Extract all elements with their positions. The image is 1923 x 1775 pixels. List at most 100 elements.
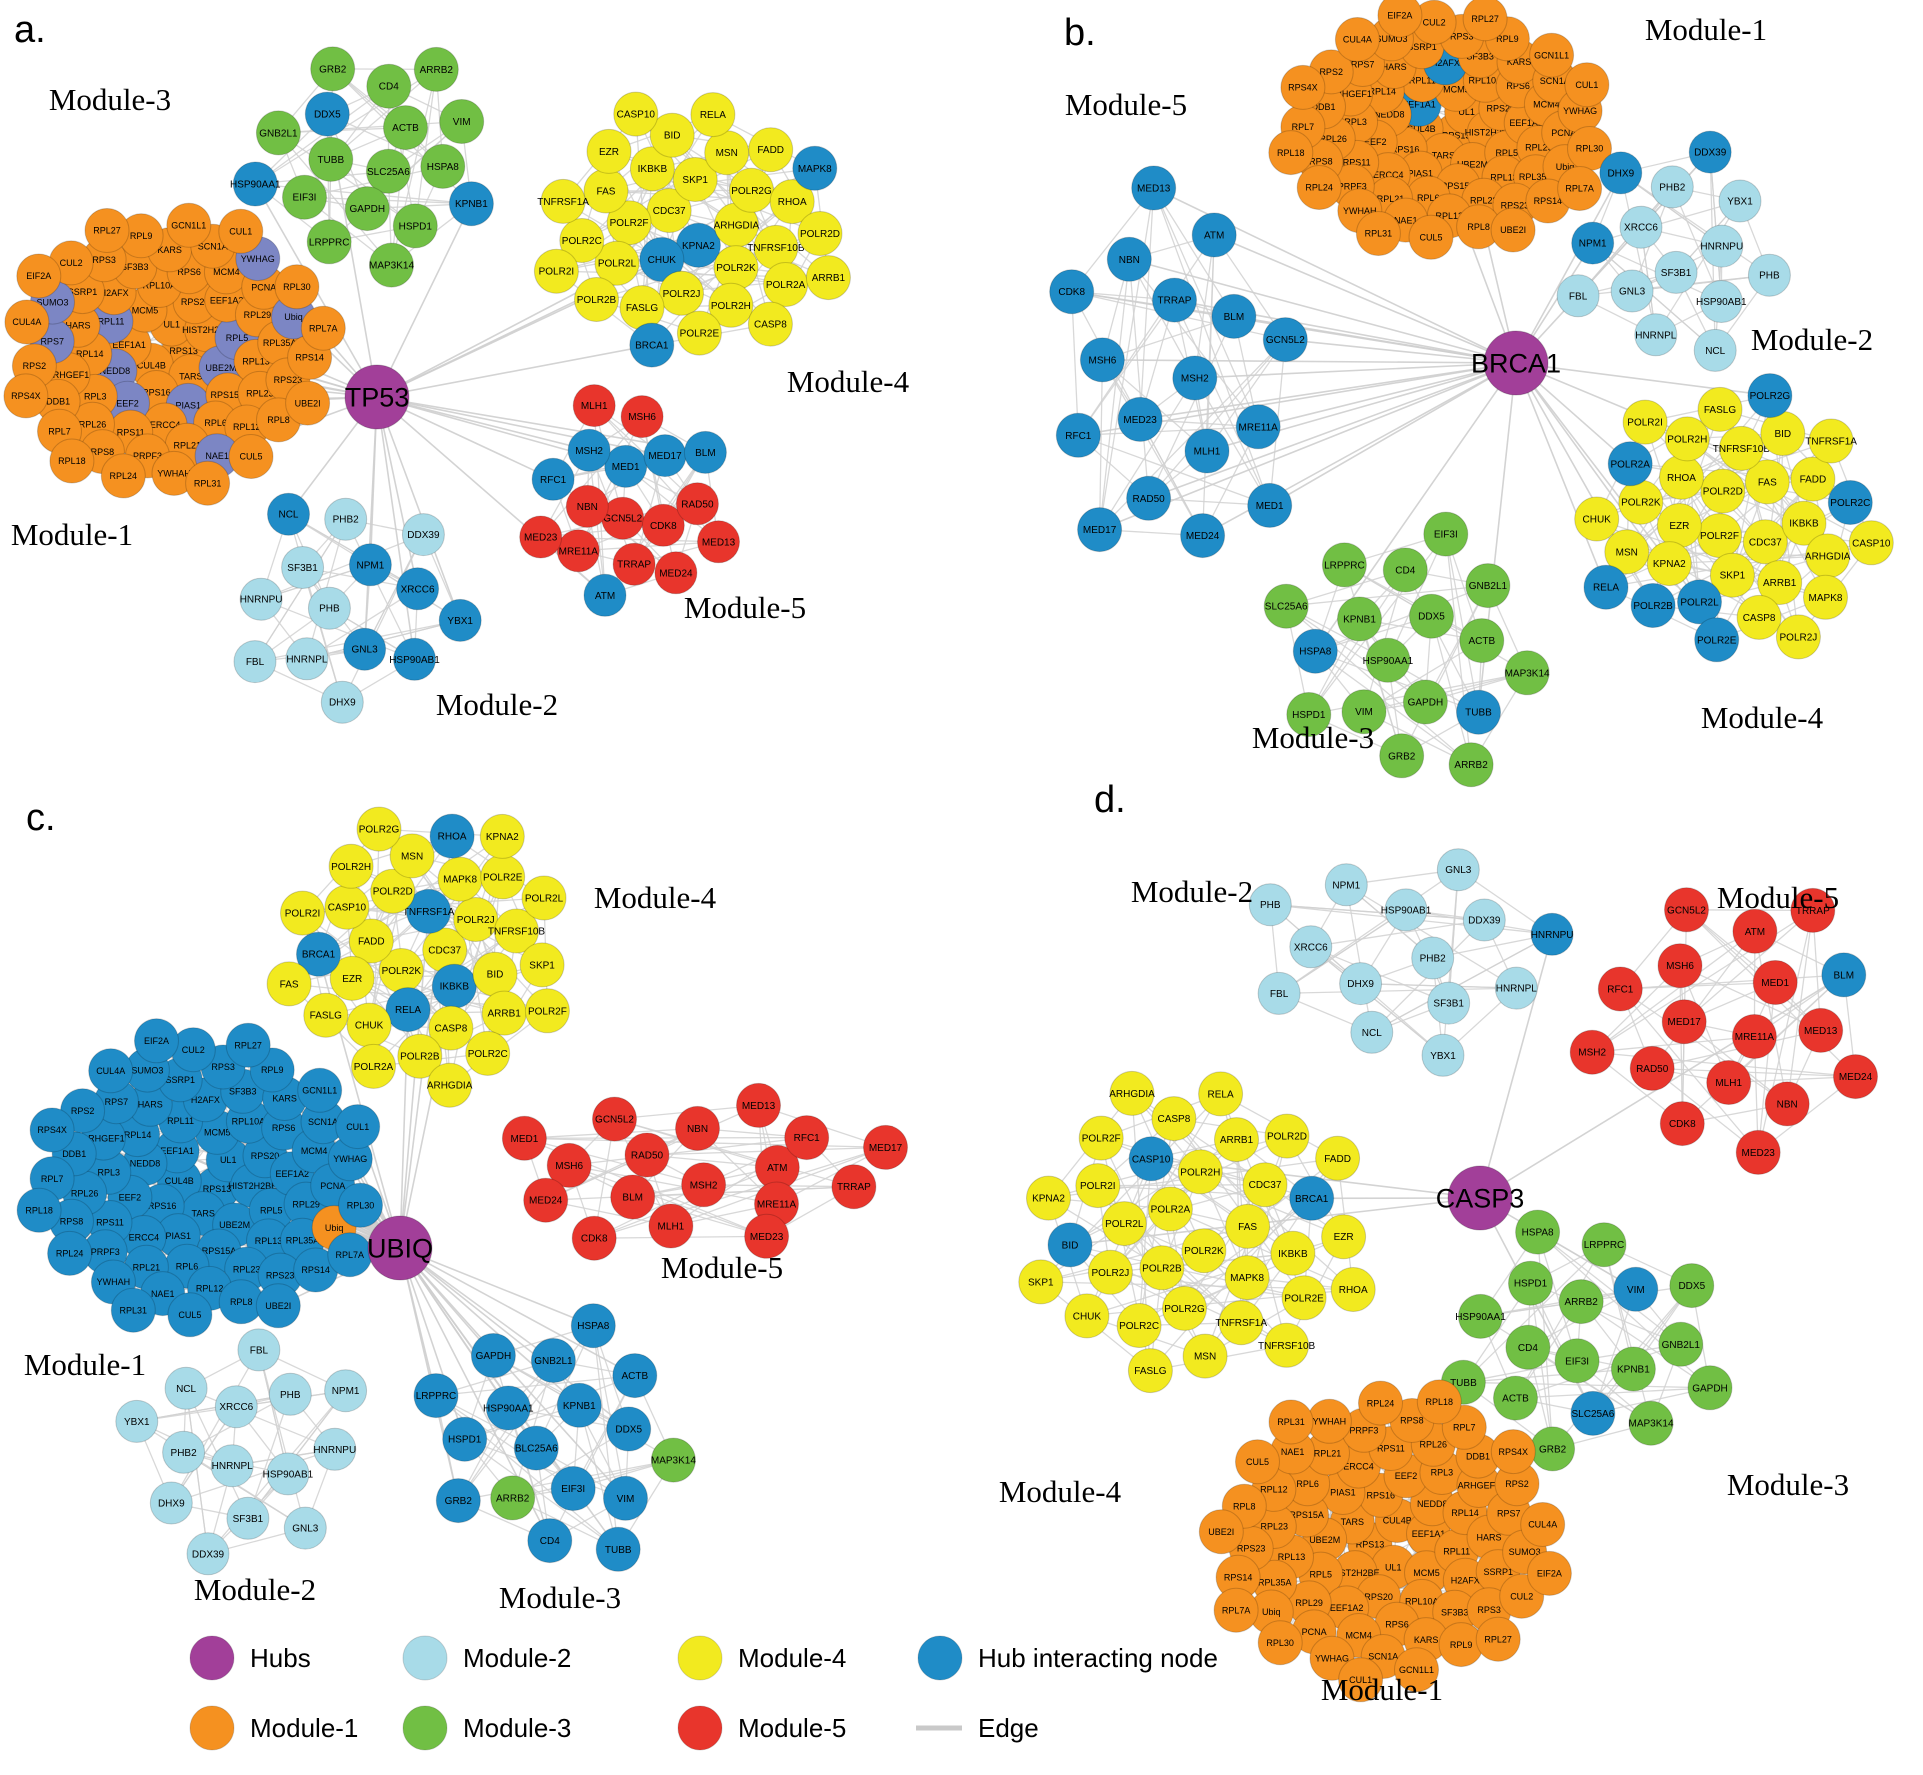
node-MSH6[interactable] bbox=[620, 395, 664, 439]
node-MED1[interactable] bbox=[501, 1115, 547, 1161]
node-RHOA[interactable] bbox=[1659, 454, 1704, 500]
node-PHB2[interactable] bbox=[162, 1430, 206, 1474]
node-IKBKB[interactable] bbox=[431, 963, 477, 1009]
node-FBL[interactable] bbox=[1257, 971, 1301, 1015]
hub-TP53[interactable] bbox=[344, 364, 410, 430]
node-MED1[interactable] bbox=[1247, 482, 1293, 528]
node-MLH1[interactable] bbox=[1184, 428, 1230, 474]
node-ARRB1[interactable] bbox=[805, 255, 851, 301]
hub-CASP3[interactable] bbox=[1447, 1165, 1513, 1231]
node-RPL31[interactable] bbox=[1268, 1399, 1314, 1445]
node-MSH2[interactable] bbox=[567, 428, 611, 472]
node-HSPD1[interactable] bbox=[442, 1416, 488, 1462]
node-ATM[interactable] bbox=[1732, 908, 1778, 954]
node-POLR2F[interactable] bbox=[606, 200, 652, 246]
node-RELA[interactable] bbox=[1198, 1071, 1244, 1117]
node-GRB2[interactable] bbox=[310, 46, 356, 92]
node-POLR2J[interactable] bbox=[659, 270, 704, 316]
node-UBE2I[interactable] bbox=[1198, 1509, 1244, 1555]
node-MAP3K14[interactable] bbox=[369, 242, 414, 288]
node-GNL3[interactable] bbox=[1436, 848, 1480, 892]
node-RAD50[interactable] bbox=[675, 482, 719, 526]
node-CUL5[interactable] bbox=[1235, 1439, 1280, 1485]
node-BLM[interactable] bbox=[610, 1174, 656, 1220]
node-RPL7A[interactable] bbox=[1557, 166, 1603, 211]
node-POLR2D[interactable] bbox=[797, 211, 843, 256]
node-RPL7A[interactable] bbox=[300, 305, 346, 351]
node-FAS[interactable] bbox=[1225, 1203, 1271, 1249]
node-RELA[interactable] bbox=[385, 987, 431, 1033]
node-CHUK[interactable] bbox=[346, 1002, 392, 1048]
node-TRRAP[interactable] bbox=[831, 1164, 877, 1210]
node-MSH6[interactable] bbox=[1079, 337, 1125, 383]
node-GNB2L1[interactable] bbox=[1465, 563, 1511, 609]
node-MSN[interactable] bbox=[389, 833, 435, 879]
node-FAS[interactable] bbox=[583, 168, 629, 214]
node-RPL30[interactable] bbox=[338, 1182, 383, 1228]
node-RFC1[interactable] bbox=[1597, 966, 1643, 1012]
node-HSP90AA1[interactable] bbox=[232, 161, 278, 207]
node-TUBB[interactable] bbox=[595, 1526, 641, 1572]
node-TNFRSF1A[interactable] bbox=[540, 178, 586, 224]
node-GCN5L2[interactable] bbox=[1664, 887, 1709, 933]
node-GAPDH[interactable] bbox=[344, 186, 390, 232]
node-CUL4A[interactable] bbox=[88, 1048, 134, 1094]
node-POLR2C[interactable] bbox=[465, 1030, 511, 1076]
node-FASLG[interactable] bbox=[1127, 1348, 1173, 1394]
node-CUL4A[interactable] bbox=[1334, 17, 1380, 62]
node-IKBKB[interactable] bbox=[1270, 1230, 1316, 1276]
node-CDK8[interactable] bbox=[571, 1215, 617, 1261]
node-NBN[interactable] bbox=[565, 484, 609, 528]
node-SF3B1[interactable] bbox=[1654, 250, 1698, 294]
node-EIF2A[interactable] bbox=[1526, 1550, 1572, 1596]
node-MLH1[interactable] bbox=[1706, 1060, 1752, 1105]
node-DDX5[interactable] bbox=[1669, 1263, 1715, 1309]
node-POLR2C[interactable] bbox=[1827, 480, 1873, 525]
node-HSP90AB1[interactable] bbox=[1699, 280, 1743, 323]
node-POLR2L[interactable] bbox=[594, 240, 640, 286]
node-PHB2[interactable] bbox=[324, 497, 368, 541]
node-RFC1[interactable] bbox=[531, 457, 575, 501]
node-POLR2J[interactable] bbox=[453, 897, 499, 942]
node-SKP1[interactable] bbox=[1018, 1259, 1064, 1305]
node-POLR2I[interactable] bbox=[1622, 399, 1668, 445]
node-MAPK8[interactable] bbox=[1224, 1255, 1270, 1301]
node-MSN[interactable] bbox=[1604, 529, 1650, 575]
node-MSH6[interactable] bbox=[546, 1142, 592, 1188]
node-POLR2B[interactable] bbox=[574, 277, 619, 322]
node-KPNB1[interactable] bbox=[448, 181, 494, 227]
node-ARRB2[interactable] bbox=[1558, 1279, 1604, 1325]
node-POLR2A[interactable] bbox=[763, 262, 809, 307]
node-ARRB2[interactable] bbox=[1448, 742, 1494, 788]
node-POLR2A[interactable] bbox=[351, 1043, 396, 1089]
node-RPL24[interactable] bbox=[1358, 1380, 1403, 1426]
node-FAS[interactable] bbox=[266, 961, 312, 1007]
node-ATM[interactable] bbox=[1191, 212, 1237, 258]
node-SF3B1[interactable] bbox=[1427, 981, 1471, 1025]
node-RPL31[interactable] bbox=[1355, 211, 1401, 256]
node-KPNB1[interactable] bbox=[1337, 596, 1382, 642]
node-DDX39[interactable] bbox=[186, 1532, 230, 1576]
node-POLR2I[interactable] bbox=[280, 890, 325, 936]
node-CUL1[interactable] bbox=[1338, 1657, 1384, 1703]
node-CD4[interactable] bbox=[527, 1518, 573, 1564]
node-IKBKB[interactable] bbox=[629, 146, 675, 192]
node-TNFRSF10B[interactable] bbox=[1264, 1322, 1310, 1368]
node-YBX1[interactable] bbox=[438, 598, 482, 642]
node-POLR2K[interactable] bbox=[713, 245, 759, 291]
node-EZR[interactable] bbox=[1321, 1214, 1367, 1260]
node-SKP1[interactable] bbox=[1709, 552, 1755, 598]
node-HSPA8[interactable] bbox=[570, 1303, 616, 1349]
node-LRPPRC[interactable] bbox=[306, 219, 352, 265]
node-PHB[interactable] bbox=[1248, 883, 1292, 927]
node-KPNA2[interactable] bbox=[479, 813, 525, 859]
node-MLH1[interactable] bbox=[572, 384, 616, 428]
node-CHUK[interactable] bbox=[1064, 1293, 1110, 1339]
node-MED23[interactable] bbox=[1117, 396, 1163, 442]
node-VIM[interactable] bbox=[1613, 1266, 1659, 1312]
node-POLR2L[interactable] bbox=[1677, 579, 1722, 625]
node-TNFRSF10B[interactable] bbox=[1718, 425, 1764, 471]
node-ARRB2[interactable] bbox=[490, 1475, 536, 1521]
node-CASP10[interactable] bbox=[1128, 1136, 1174, 1182]
node-CD4[interactable] bbox=[1382, 547, 1428, 593]
